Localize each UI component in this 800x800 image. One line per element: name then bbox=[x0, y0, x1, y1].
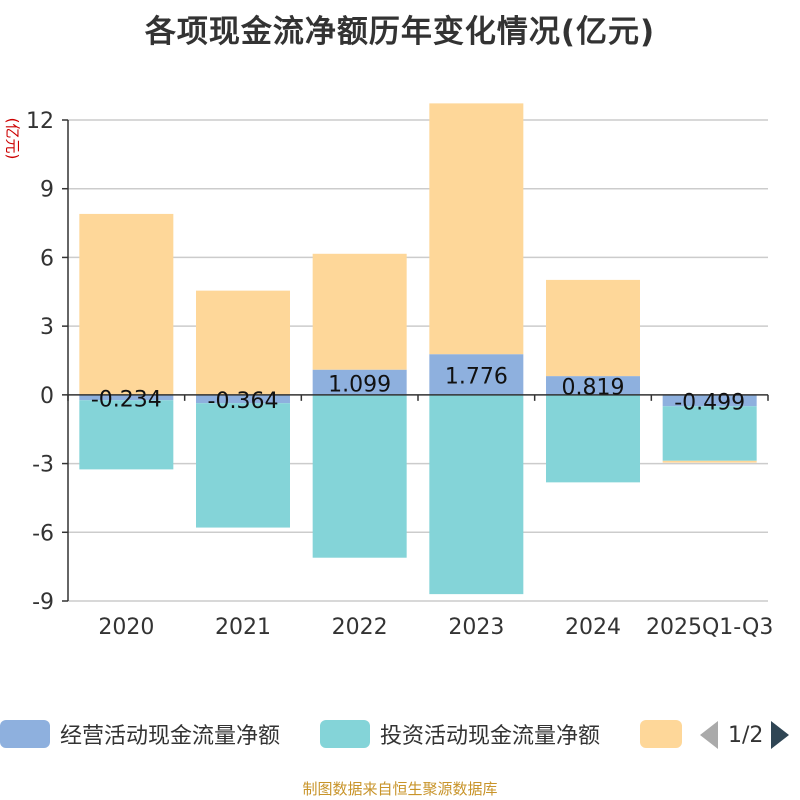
y-tick-label: 12 bbox=[26, 109, 54, 134]
bar-financing-2025Q1-Q3[interactable] bbox=[662, 460, 757, 463]
y-tick-label: 0 bbox=[40, 384, 54, 409]
bar-operating-2024[interactable] bbox=[546, 376, 640, 395]
chart-title: 各项现金流净额历年变化情况(亿元) bbox=[144, 14, 656, 50]
y-tick-label: 3 bbox=[40, 315, 54, 340]
data-label-operating: -0.364 bbox=[208, 389, 279, 414]
data-label-operating: 1.099 bbox=[328, 372, 391, 397]
grid-lines bbox=[68, 119, 768, 602]
x-tick-label: 2023 bbox=[448, 615, 504, 640]
x-tick-label: 2021 bbox=[215, 615, 271, 640]
legend-pager: 1/2 bbox=[700, 720, 790, 750]
data-label-operating: 0.819 bbox=[562, 375, 625, 400]
bar-investing-2024[interactable] bbox=[546, 394, 640, 483]
y-tick-label: -9 bbox=[32, 590, 54, 615]
bar-financing-2024[interactable] bbox=[546, 279, 640, 377]
bar-operating-2023[interactable] bbox=[429, 354, 524, 395]
data-labels: -0.234 -0.364 1.099 1.776 0.819 -0.499 bbox=[91, 365, 745, 416]
bar-financing-2023[interactable] bbox=[429, 103, 524, 355]
bar-chart: -9 -6 -3 0 3 6 9 12 2020 2021 2022 2023 2024 2025Q1-Q… bbox=[26, 103, 773, 640]
legend-item-operating[interactable]: 经营活动现金流量净额 bbox=[0, 718, 280, 750]
bar-investing-2022[interactable] bbox=[312, 394, 407, 558]
legend-item-financing[interactable] bbox=[640, 718, 682, 750]
axes: -9 -6 -3 0 3 6 9 12 2020 2021 2022 2023 2024 2025Q1-Q… bbox=[26, 109, 773, 640]
x-tick-label: 2022 bbox=[332, 615, 388, 640]
x-tick-label: 2025Q1-Q3 bbox=[646, 615, 773, 640]
data-source-note: 制图数据来自恒生聚源数据库 bbox=[302, 780, 498, 798]
y-tick-label: -3 bbox=[32, 453, 54, 478]
x-tick-label: 2024 bbox=[565, 615, 621, 640]
y-tick-label: -6 bbox=[32, 521, 54, 546]
data-label-operating: -0.234 bbox=[91, 388, 162, 413]
bar-operating-2020[interactable] bbox=[79, 394, 174, 401]
data-label-operating: -0.499 bbox=[674, 391, 745, 416]
legend-swatch-investing bbox=[320, 720, 370, 748]
legend-label-investing: 投资活动现金流量净额 bbox=[380, 724, 601, 749]
legend-prev-arrow-icon[interactable] bbox=[700, 721, 718, 749]
bar-investing-2021[interactable] bbox=[196, 403, 290, 528]
bar-financing-2020[interactable] bbox=[79, 213, 174, 395]
legend-item-investing[interactable]: 投资活动现金流量净额 bbox=[320, 718, 600, 750]
bar-investing-2023[interactable] bbox=[429, 394, 524, 595]
bar-operating-2021[interactable] bbox=[196, 394, 290, 404]
bar-investing-2020[interactable] bbox=[79, 400, 174, 470]
bars bbox=[79, 103, 757, 595]
legend-swatch-financing bbox=[640, 720, 682, 748]
y-tick-label: 6 bbox=[40, 246, 54, 271]
legend: 经营活动现金流量净额 投资活动现金流量净额 1/2 bbox=[0, 714, 800, 754]
legend-label-operating: 经营活动现金流量净额 bbox=[60, 724, 281, 749]
bar-operating-2025Q1-Q3[interactable] bbox=[662, 394, 757, 407]
legend-swatch-operating bbox=[0, 720, 50, 748]
bar-operating-2022[interactable] bbox=[312, 369, 407, 395]
bar-financing-2022[interactable] bbox=[312, 253, 407, 370]
y-tick-label: 9 bbox=[40, 178, 54, 203]
legend-page-indicator: 1/2 bbox=[728, 722, 764, 748]
x-tick-label: 2020 bbox=[98, 615, 154, 640]
bar-financing-2021[interactable] bbox=[196, 290, 290, 395]
legend-next-arrow-icon[interactable] bbox=[771, 721, 790, 749]
bar-investing-2025Q1-Q3[interactable] bbox=[662, 406, 757, 461]
data-label-operating: 1.776 bbox=[445, 365, 508, 390]
